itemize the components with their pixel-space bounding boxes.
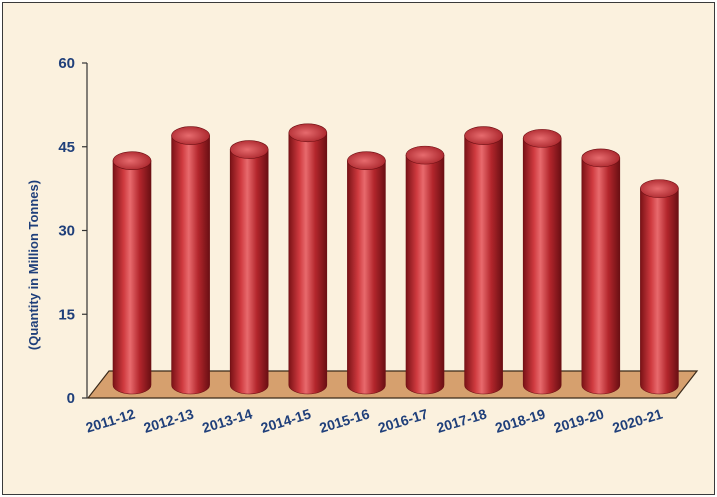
bar-top <box>229 140 269 159</box>
y-tick-label: 45 <box>58 139 75 156</box>
y-axis: 0 15 30 45 60 <box>58 55 88 407</box>
bar-2019-20 <box>581 148 621 395</box>
bar-body <box>171 135 210 395</box>
bar-top <box>171 126 210 145</box>
bar-body <box>464 135 503 395</box>
y-tick-label: 15 <box>58 306 75 323</box>
bar-top <box>288 123 328 143</box>
bar-top <box>522 129 562 148</box>
x-tick-label: 2012-13 <box>142 406 196 436</box>
bar-2017-18 <box>464 126 503 395</box>
y-tick-label: 60 <box>58 55 75 72</box>
bar-body <box>112 160 152 395</box>
bar-2016-17 <box>405 145 445 395</box>
x-tick-label: 2013-14 <box>200 406 254 436</box>
bar-2020-21 <box>640 179 679 395</box>
bar-2013-14 <box>229 140 269 395</box>
bar-top <box>464 126 503 145</box>
x-tick-label: 2020-21 <box>610 406 664 436</box>
y-axis-label: (Quantity in Million Tonnes) <box>26 180 41 350</box>
x-axis-labels: 2011-12 2012-13 2013-14 2014-15 2015-16 2016-… <box>84 406 665 436</box>
bar-body <box>288 132 328 395</box>
x-tick-label: 2015-16 <box>317 406 371 436</box>
bar-body <box>640 188 679 395</box>
bar-top <box>581 148 621 168</box>
bar-2012-13 <box>171 126 210 395</box>
x-tick-label: 2018-19 <box>493 406 547 436</box>
x-tick-label: 2014-15 <box>259 406 313 436</box>
bar-2011-12 <box>112 151 152 395</box>
bar-2018-19 <box>522 129 562 395</box>
bar-body <box>581 157 621 395</box>
bar-body <box>522 138 562 395</box>
bar-top <box>112 151 152 171</box>
x-tick-label: 2019-20 <box>552 406 606 436</box>
bar-top <box>640 179 679 198</box>
y-tick-label: 0 <box>67 390 75 407</box>
bar-2015-16 <box>347 151 386 395</box>
x-tick-label: 2017-18 <box>435 406 489 436</box>
bar-top <box>347 151 386 171</box>
bar-body <box>229 149 269 395</box>
y-tick-label: 30 <box>58 223 75 240</box>
bar-2014-15 <box>288 123 328 395</box>
bar-body <box>405 154 445 395</box>
bar-body <box>347 160 386 395</box>
x-tick-label: 2016-17 <box>376 406 430 436</box>
x-tick-label: 2011-12 <box>84 406 137 436</box>
bar-top <box>405 145 445 165</box>
bars <box>112 123 679 395</box>
